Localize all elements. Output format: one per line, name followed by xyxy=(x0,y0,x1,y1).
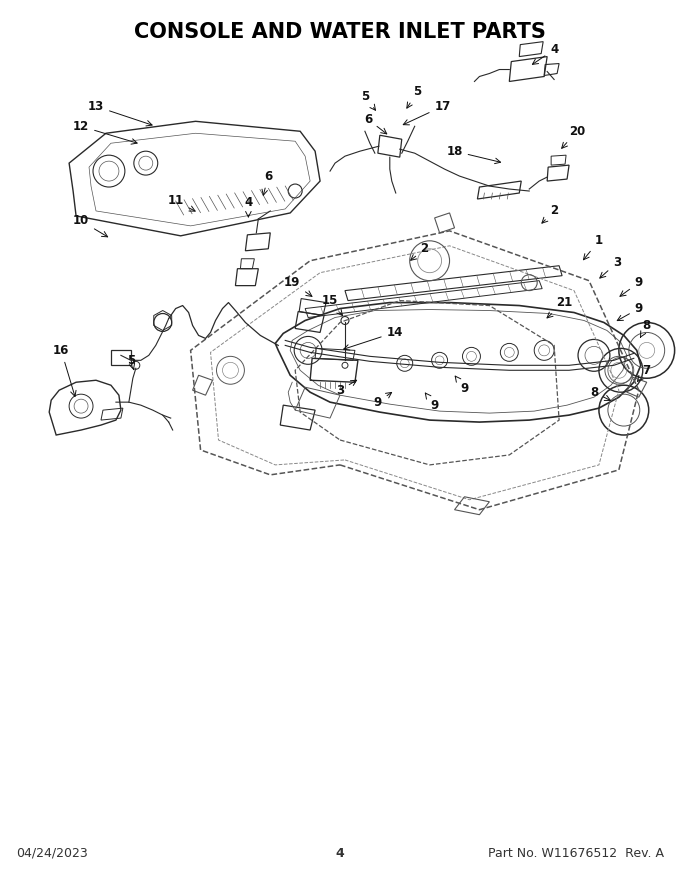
Text: 5: 5 xyxy=(407,85,422,108)
Text: 9: 9 xyxy=(620,276,643,297)
Text: 18: 18 xyxy=(446,144,500,164)
Text: 5: 5 xyxy=(361,90,375,110)
Text: Part No. W11676512  Rev. A: Part No. W11676512 Rev. A xyxy=(488,847,664,860)
Text: 9: 9 xyxy=(455,376,469,395)
Text: 6: 6 xyxy=(262,170,273,195)
Text: 8: 8 xyxy=(590,385,611,400)
Text: 17: 17 xyxy=(403,99,451,125)
Text: 16: 16 xyxy=(53,344,76,397)
Text: 04/24/2023: 04/24/2023 xyxy=(16,847,88,860)
Text: 4: 4 xyxy=(532,43,558,64)
Text: 1: 1 xyxy=(583,234,603,260)
Text: 10: 10 xyxy=(73,215,107,237)
Text: 3: 3 xyxy=(336,380,356,397)
Text: 9: 9 xyxy=(374,392,392,408)
Text: 6: 6 xyxy=(364,113,387,134)
Text: 21: 21 xyxy=(547,296,572,318)
Text: 14: 14 xyxy=(343,326,403,350)
Text: 20: 20 xyxy=(562,125,585,149)
Text: 2: 2 xyxy=(542,204,558,224)
Text: 7: 7 xyxy=(637,363,651,381)
Text: 2: 2 xyxy=(411,242,428,260)
Text: 4: 4 xyxy=(244,196,252,217)
Text: 9: 9 xyxy=(425,393,439,412)
Text: 19: 19 xyxy=(284,276,312,297)
Text: 5: 5 xyxy=(126,354,135,370)
Text: 3: 3 xyxy=(600,256,621,278)
Text: 13: 13 xyxy=(88,99,152,126)
Text: 15: 15 xyxy=(322,294,343,316)
Text: CONSOLE AND WATER INLET PARTS: CONSOLE AND WATER INLET PARTS xyxy=(134,22,546,41)
Text: 12: 12 xyxy=(73,120,137,144)
Text: 9: 9 xyxy=(617,302,643,320)
Text: 8: 8 xyxy=(641,319,651,337)
Text: 4: 4 xyxy=(336,847,344,860)
Text: 11: 11 xyxy=(167,194,195,211)
